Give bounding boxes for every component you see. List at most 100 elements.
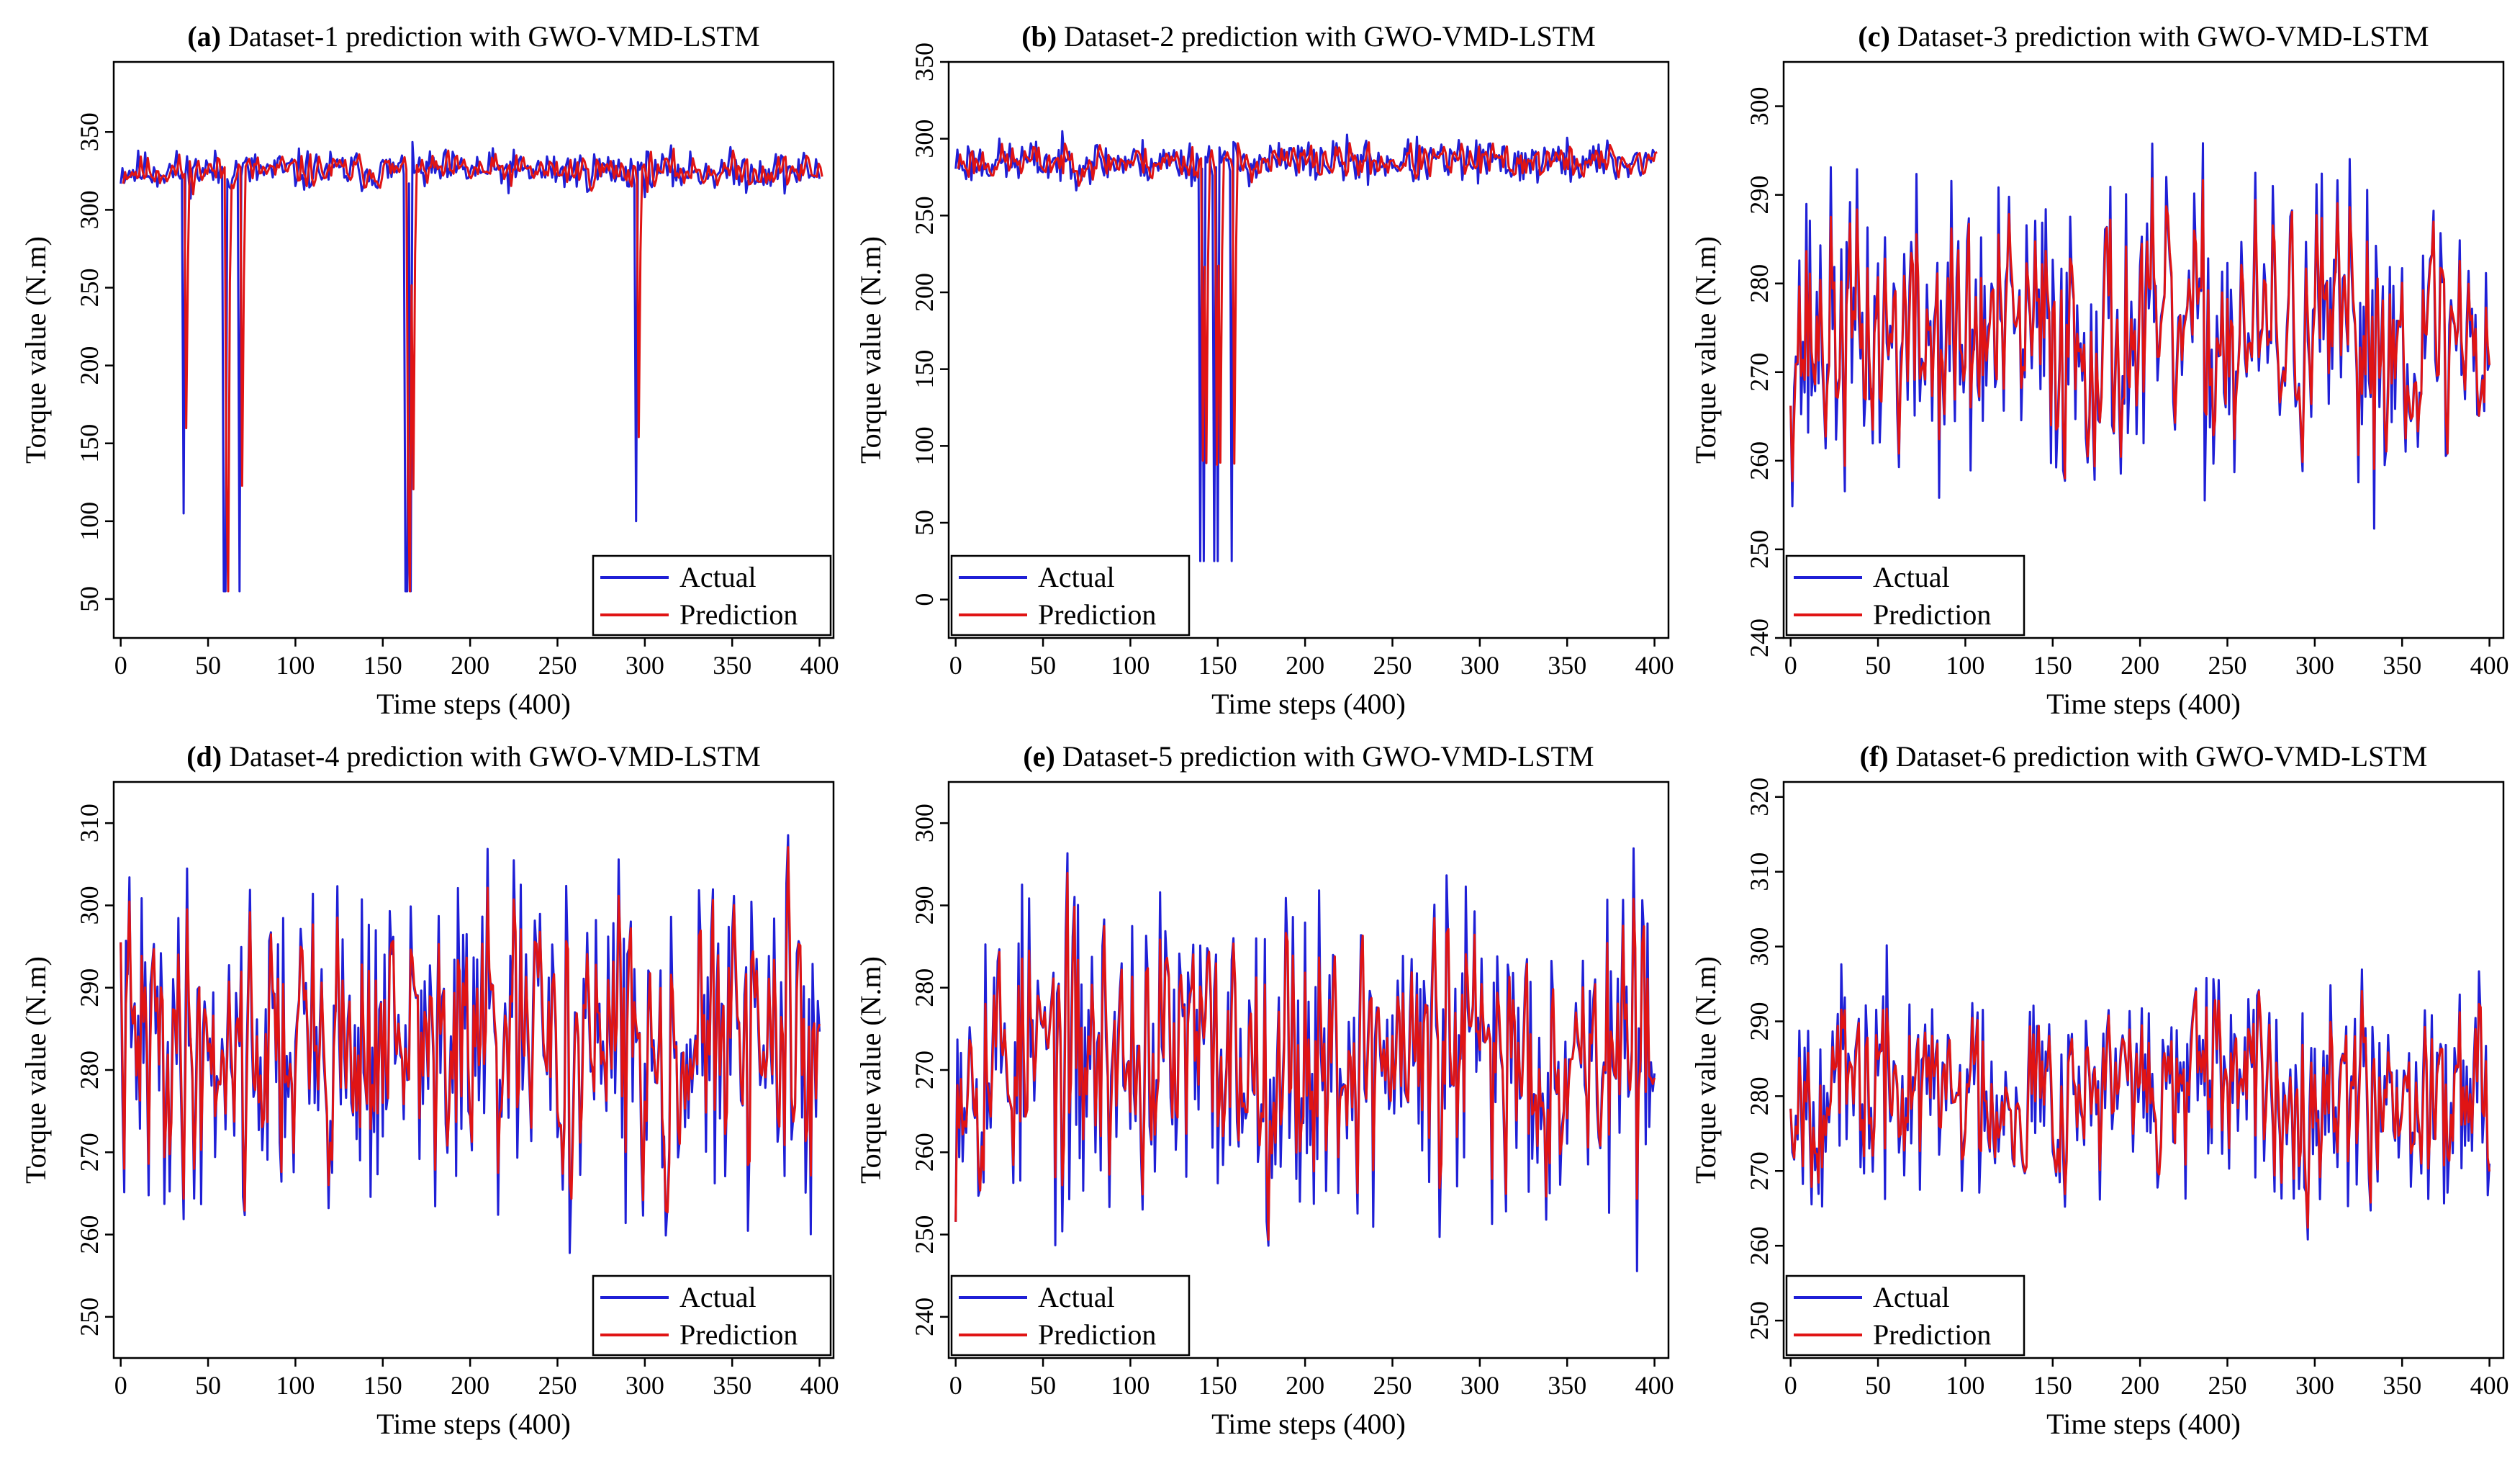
x-tick-label: 400	[2470, 651, 2509, 680]
x-tick-label: 350	[1548, 651, 1586, 680]
chart-title-text: Dataset-4 prediction with GWO-VMD-LSTM	[222, 740, 761, 773]
plot-frame	[1782, 781, 2505, 1359]
y-tick-label: 300	[910, 120, 939, 158]
y-tick-label: 320	[1745, 778, 1774, 817]
y-tick-label: 240	[910, 1298, 939, 1336]
x-tick-label: 50	[1865, 651, 1891, 680]
x-tick-label: 400	[1635, 651, 1674, 680]
chart-title-letter: (c)	[1858, 20, 1889, 53]
x-axis-label: Time steps (400)	[2046, 1408, 2241, 1440]
plot-frame	[947, 60, 1670, 639]
x-tick-label: 200	[2121, 1371, 2159, 1400]
y-tick-label: 310	[1745, 853, 1774, 891]
y-axis-label: Torque value (N.m)	[19, 956, 52, 1184]
legend-label-actual: Actual	[1038, 1281, 1115, 1313]
x-tick-label: 200	[451, 651, 489, 680]
legend-label-prediction: Prediction	[679, 1318, 798, 1351]
x-tick-label: 100	[1946, 651, 1984, 680]
y-tick-label: 200	[910, 273, 939, 312]
x-tick-label: 300	[1460, 1371, 1499, 1400]
x-tick-label: 300	[626, 1371, 664, 1400]
chart-title: (f) Dataset-6 prediction with GWO-VMD-LS…	[1860, 740, 2428, 773]
chart-d: (d) Dataset-4 prediction with GWO-VMD-LS…	[19, 740, 839, 1440]
x-tick-label: 100	[276, 1371, 315, 1400]
x-tick-label: 200	[2121, 651, 2159, 680]
y-tick-label: 50	[910, 510, 939, 536]
y-tick-label: 260	[75, 1215, 104, 1254]
y-tick-label: 300	[1745, 927, 1774, 966]
x-axis-label: Time steps (400)	[376, 1408, 571, 1440]
x-tick-label: 150	[2033, 651, 2072, 680]
chart-title-text: Dataset-5 prediction with GWO-VMD-LSTM	[1055, 740, 1594, 773]
y-tick-label: 260	[1745, 1226, 1774, 1265]
x-tick-label: 50	[195, 1371, 221, 1400]
legend-label-actual: Actual	[1038, 561, 1115, 593]
legend: Actual Prediction	[950, 1274, 1191, 1357]
y-tick-label: 350	[75, 112, 104, 151]
x-tick-label: 350	[713, 1371, 751, 1400]
x-tick-label: 250	[2208, 1371, 2247, 1400]
legend-box	[1785, 1274, 2026, 1357]
x-tick-label: 250	[538, 1371, 577, 1400]
series-line-actual	[954, 130, 1656, 562]
y-tick-label: 270	[1745, 1151, 1774, 1190]
x-tick-label: 400	[1635, 1371, 1674, 1400]
x-tick-label: 400	[800, 651, 839, 680]
series-line-prediction	[954, 872, 1656, 1241]
series-line-prediction	[1789, 990, 2491, 1229]
chart-e: (e) Dataset-5 prediction with GWO-VMD-LS…	[854, 740, 1674, 1440]
x-tick-label: 100	[276, 651, 315, 680]
y-axis-label: Torque value (N.m)	[1689, 956, 1722, 1184]
chart-title-text: Dataset-1 prediction with GWO-VMD-LSTM	[221, 20, 760, 53]
y-tick-label: 240	[1745, 619, 1774, 657]
y-tick-label: 250	[75, 1298, 104, 1336]
legend-box	[592, 554, 832, 637]
y-tick-label: 260	[910, 1133, 939, 1172]
x-axis-label: Time steps (400)	[2046, 688, 2241, 720]
x-tick-label: 150	[1198, 651, 1237, 680]
chart-title-letter: (f)	[1860, 740, 1889, 773]
chart-c: (c) Dataset-3 prediction with GWO-VMD-LS…	[1689, 20, 2509, 720]
x-tick-label: 250	[2208, 651, 2247, 680]
y-tick-label: 280	[1745, 1076, 1774, 1115]
y-tick-label: 150	[75, 424, 104, 463]
x-tick-label: 200	[451, 1371, 489, 1400]
legend-label-prediction: Prediction	[1038, 1318, 1156, 1351]
y-tick-label: 290	[75, 968, 104, 1007]
x-axis-label: Time steps (400)	[1211, 1408, 1406, 1440]
x-tick-label: 0	[949, 1371, 962, 1400]
legend: Actual Prediction	[950, 554, 1191, 637]
x-tick-label: 100	[1111, 1371, 1150, 1400]
x-tick-label: 50	[1030, 1371, 1056, 1400]
y-tick-label: 150	[910, 350, 939, 389]
y-tick-label: 250	[1745, 1301, 1774, 1340]
plot-frame	[1782, 60, 2505, 639]
x-tick-label: 100	[1946, 1371, 1984, 1400]
x-tick-label: 250	[1373, 651, 1412, 680]
x-tick-label: 0	[949, 651, 962, 680]
legend-box	[950, 554, 1191, 637]
y-tick-label: 270	[1745, 353, 1774, 392]
chart-title-letter: (d)	[186, 740, 222, 773]
legend: Actual Prediction	[1785, 1274, 2026, 1357]
x-tick-label: 300	[2295, 1371, 2334, 1400]
legend: Actual Prediction	[1785, 554, 2026, 637]
legend-label-prediction: Prediction	[679, 598, 798, 631]
y-tick-label: 270	[910, 1051, 939, 1089]
x-tick-label: 50	[1030, 651, 1056, 680]
x-tick-label: 300	[1460, 651, 1499, 680]
y-tick-label: 290	[1745, 1002, 1774, 1040]
y-tick-label: 250	[1745, 530, 1774, 569]
x-axis-label: Time steps (400)	[1211, 688, 1406, 720]
y-tick-label: 100	[75, 502, 104, 541]
x-axis-label: Time steps (400)	[376, 688, 571, 720]
x-tick-label: 0	[114, 1371, 127, 1400]
x-tick-label: 100	[1111, 651, 1150, 680]
chart-title-letter: (b)	[1021, 20, 1057, 53]
chart-title-text: Dataset-3 prediction with GWO-VMD-LSTM	[1890, 20, 2429, 53]
legend-box	[1785, 554, 2026, 637]
x-tick-label: 350	[2383, 1371, 2421, 1400]
x-tick-label: 150	[363, 651, 402, 680]
y-tick-label: 280	[1745, 264, 1774, 303]
x-tick-label: 200	[1286, 1371, 1324, 1400]
